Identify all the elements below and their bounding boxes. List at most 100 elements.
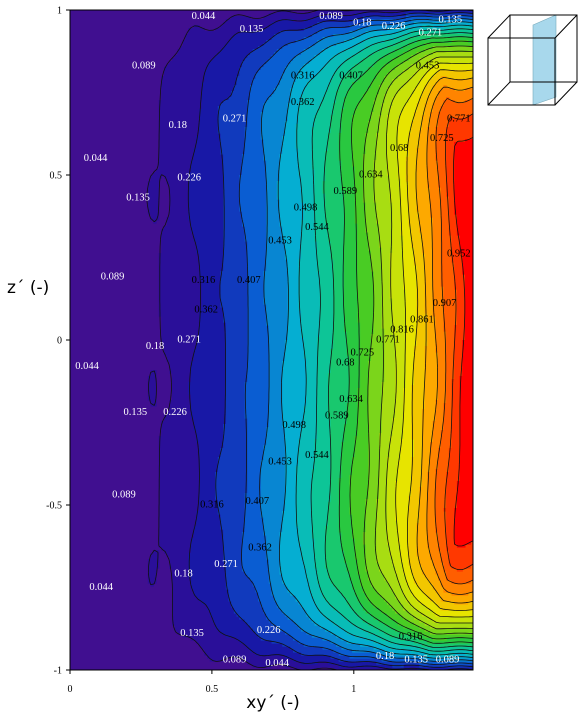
contour-label: 0.135: [404, 655, 428, 666]
x-axis-label: xy´ (-): [246, 693, 299, 713]
contour-label: 0.316: [291, 70, 315, 81]
contour-band: [70, 10, 332, 670]
contour-band: [188, 10, 473, 670]
contour-line: [238, 15, 473, 665]
contour-label: 0.68: [336, 358, 354, 369]
contour-label: 0.271: [214, 559, 238, 570]
x-tick-label: 0: [68, 684, 73, 695]
contour-label: 0.271: [419, 28, 443, 39]
contour-label: 0.544: [305, 222, 329, 233]
contour-label: 0.407: [245, 496, 269, 507]
axis-ticks: 1 0.5 0 -0.5 -1 0 0.5 1: [46, 6, 356, 696]
contour-band: [311, 28, 473, 653]
contour-label: 0.634: [359, 169, 383, 180]
contour-label: 0.316: [200, 499, 224, 510]
contour-line: [385, 56, 473, 624]
contour-line: [295, 24, 473, 656]
contour-label: 0.952: [447, 249, 471, 260]
contour-band: [373, 52, 473, 629]
y-tick-label: 0.5: [50, 171, 63, 182]
contour-label: 0.226: [177, 173, 201, 184]
contour-line: [406, 69, 473, 611]
contour-label: 0.089: [132, 61, 156, 72]
contour-label: 0.18: [169, 120, 187, 131]
x-tick-label: 0.5: [206, 684, 219, 695]
contour-band: [405, 70, 473, 611]
contour-label: 0.044: [75, 361, 99, 372]
contour-band: [295, 25, 473, 656]
contour-label: 0.453: [416, 61, 440, 72]
contour-band: [416, 76, 473, 605]
contour-label: 0.316: [399, 631, 423, 642]
contour-lines: [146, 10, 473, 670]
contour-band: [276, 22, 473, 659]
contour-label: 0.044: [265, 658, 289, 669]
contour-label: 0.816: [390, 325, 414, 336]
contour-label: 0.407: [237, 275, 261, 286]
contour-label: 0.271: [223, 113, 247, 124]
contour-line: [146, 10, 356, 670]
contour-line: [187, 10, 473, 670]
contour-label: 0.771: [447, 113, 471, 124]
contour-band: [387, 58, 473, 623]
y-tick-label: 1: [57, 6, 62, 17]
contour-label: 0.498: [294, 202, 318, 213]
contour-label: 0.589: [325, 410, 349, 421]
contour-label: 0.226: [257, 625, 281, 636]
contour-label: 0.907: [433, 298, 457, 309]
contour-label: 0.18: [146, 341, 164, 352]
contour-label: 0.18: [376, 651, 394, 662]
contour-label: 0.089: [101, 272, 125, 283]
contour-label: 0.226: [382, 21, 406, 32]
contour-label: 0.18: [174, 569, 192, 580]
contour-band: [395, 64, 473, 617]
contour-band: [260, 19, 473, 662]
contour-line: [453, 137, 473, 547]
contour-line: [363, 45, 473, 635]
contour-line: [444, 113, 473, 570]
contour-label: 0.634: [339, 394, 363, 405]
contour-label: 0.498: [282, 420, 306, 431]
contour-label: 0.725: [430, 133, 454, 144]
contour-line: [426, 86, 473, 595]
cube-slice-icon: [487, 14, 578, 106]
contour-band: [427, 85, 473, 596]
contour-label: 0.362: [248, 542, 272, 553]
contour-line: [323, 32, 473, 648]
contour-label: 0.089: [436, 655, 460, 666]
contour-line: [259, 18, 473, 662]
contour-line: [310, 28, 473, 652]
contour-band: [147, 10, 418, 670]
contour-label: 0.407: [339, 70, 363, 81]
y-axis-label: z´ (-): [7, 278, 49, 298]
contour-label: 0.589: [333, 186, 357, 197]
contour-label: 0.316: [192, 275, 216, 286]
contour-label: 0.453: [268, 235, 292, 246]
contour-label: 0.135: [180, 628, 204, 639]
contour-label: 0.18: [353, 18, 371, 29]
x-tick-label: 1: [351, 684, 356, 695]
contour-label: 0.044: [89, 582, 113, 593]
contour-label: 0.089: [223, 655, 247, 666]
contour-label: 0.135: [438, 14, 462, 25]
contour-label: 0.135: [240, 24, 264, 35]
contour-line: [277, 21, 473, 659]
contour-band: [239, 16, 473, 665]
contour-band: [322, 34, 473, 647]
contour-label: 0.453: [268, 457, 292, 468]
contour-line: [338, 36, 473, 644]
contour-label: 0.089: [112, 490, 136, 501]
contour-line: [415, 77, 473, 604]
contour-label: 0.362: [194, 305, 218, 316]
y-tick-label: -1: [54, 666, 62, 677]
y-tick-label: 0: [57, 336, 62, 347]
contour-label: 0.725: [350, 348, 374, 359]
contour-fill: [70, 10, 473, 670]
contour-band: [443, 115, 473, 572]
contour-band: [349, 40, 473, 641]
contour-line: [434, 98, 473, 585]
contour-label: 0.68: [390, 143, 408, 154]
contour-label: 0.044: [84, 153, 108, 164]
contour-label: 0.135: [123, 407, 147, 418]
